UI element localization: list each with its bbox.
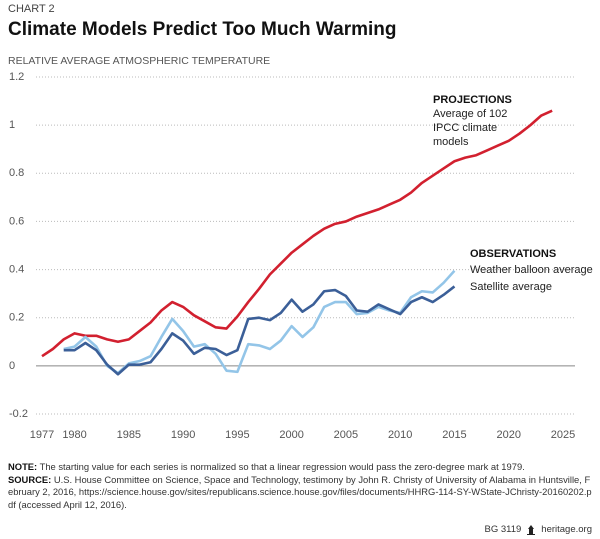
source: SOURCE: U.S. House Committee on Science,…	[8, 474, 592, 512]
chart-title: Climate Models Predict Too Much Warming	[8, 19, 396, 40]
x-tick-label: 1977	[30, 429, 54, 441]
x-tick-label: 1990	[171, 429, 195, 441]
y-tick-label: 0	[9, 360, 15, 372]
series-label: Weather balloon average	[470, 264, 593, 276]
y-tick-label: 0.8	[9, 167, 24, 179]
note-label: NOTE:	[8, 461, 38, 472]
footer-code: BG 3119	[484, 524, 522, 535]
group-label: OBSERVATIONS	[470, 248, 556, 260]
kicker: CHART 2	[8, 3, 55, 15]
y-tick-label: 1	[9, 119, 15, 131]
chart: CHART 2 Climate Models Predict Too Much …	[8, 3, 593, 441]
series-line	[63, 269, 456, 375]
note-text: The starting value for each series is no…	[39, 461, 525, 472]
x-tick-label: 1980	[62, 429, 86, 441]
x-tick-label: 2020	[496, 429, 520, 441]
y-tick-label: 0.6	[9, 215, 24, 227]
y-tick-label: 0.2	[9, 312, 24, 324]
source-text: U.S. House Committee on Science, Space a…	[8, 473, 592, 510]
series-label: Average of 102 IPCC climate models	[433, 108, 510, 148]
x-tick-label: 2025	[551, 429, 575, 441]
x-tick-label: 2005	[334, 429, 358, 441]
series-line	[41, 109, 553, 358]
note: NOTE: The starting value for each series…	[8, 461, 592, 474]
footer: BG 3119 heritage.org	[485, 524, 593, 535]
series-line	[63, 285, 456, 376]
x-tick-label: 2010	[388, 429, 412, 441]
series-label: Satellite average	[470, 281, 552, 293]
y-tick-label: 1.2	[9, 71, 24, 83]
group-label: PROJECTIONS	[433, 94, 512, 106]
x-tick-label: 2000	[279, 429, 303, 441]
y-tick-label: 0.4	[9, 263, 24, 275]
logo-icon	[527, 524, 536, 535]
x-tick-label: 1985	[117, 429, 141, 441]
x-tick-label: 2015	[442, 429, 466, 441]
footer-site: heritage.org	[541, 524, 592, 535]
source-label: SOURCE:	[8, 473, 52, 485]
chart-subtitle: RELATIVE AVERAGE ATMOSPHERIC TEMPERATURE	[8, 55, 270, 67]
y-tick-label: -0.2	[9, 408, 28, 420]
x-tick-label: 1995	[225, 429, 249, 441]
